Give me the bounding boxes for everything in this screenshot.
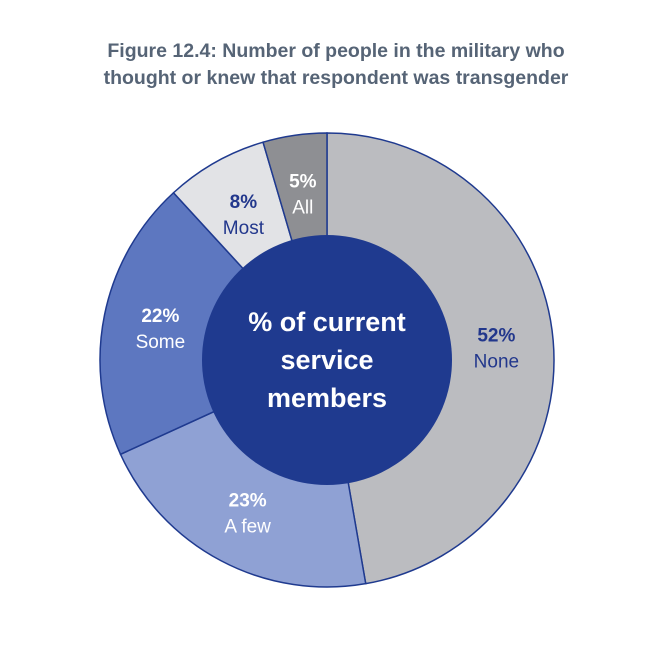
slice-category-label: All xyxy=(292,198,313,219)
center-label-line: service xyxy=(280,345,373,375)
chart-title: Figure 12.4: Number of people in the mil… xyxy=(0,38,672,92)
slice-percent-label: 8% xyxy=(230,192,258,213)
slice-percent-label: 22% xyxy=(141,306,179,327)
slice-category-label: A few xyxy=(224,516,271,537)
slice-percent-label: 52% xyxy=(477,325,515,346)
chart-title-line-2: thought or knew that respondent was tran… xyxy=(103,67,569,89)
center-label-line: members xyxy=(267,383,387,413)
center-label: % of current service members xyxy=(248,307,406,413)
slice-category-label: Most xyxy=(223,218,265,239)
slice-category-label: None xyxy=(474,351,519,372)
slice-percent-label: 5% xyxy=(289,172,317,193)
center-label-line: % of current xyxy=(248,307,406,337)
slice-category-label: Some xyxy=(136,332,186,353)
chart-title-line-1: Figure 12.4: Number of people in the mil… xyxy=(107,40,565,62)
slice-labels: 52% None 23% A few 22% Some 8% Most 5% All xyxy=(136,172,520,538)
center-circle xyxy=(202,235,452,485)
slice-percent-label: 23% xyxy=(229,490,267,511)
